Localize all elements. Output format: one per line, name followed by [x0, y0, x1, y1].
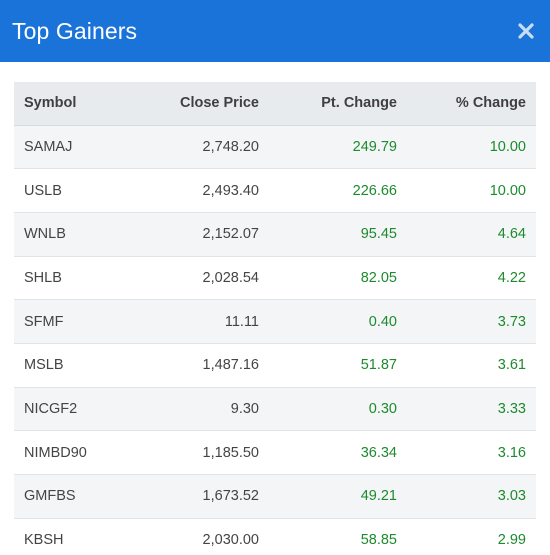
table-row[interactable]: KBSH 2,030.00 58.85 2.99 — [14, 518, 536, 555]
close-price-cell: 1,673.52 — [124, 474, 269, 519]
table-body: SAMAJ 2,748.20 249.79 10.00 USLB 2,493.4… — [14, 125, 536, 555]
pt-change-cell: 36.34 — [269, 430, 407, 475]
pt-change-cell: 58.85 — [269, 518, 407, 555]
modal-title: Top Gainers — [12, 17, 138, 44]
table-row[interactable]: WNLB 2,152.07 95.45 4.64 — [14, 212, 536, 257]
pt-change-cell: 95.45 — [269, 212, 407, 257]
close-price-cell: 2,028.54 — [124, 256, 269, 301]
pct-change-cell: 3.16 — [407, 430, 536, 475]
symbol-cell: SHLB — [14, 256, 124, 301]
pt-change-cell: 0.30 — [269, 387, 407, 432]
column-header-pct-change[interactable]: % Change — [407, 82, 536, 126]
pt-change-cell: 51.87 — [269, 343, 407, 388]
close-price-cell: 2,030.00 — [124, 518, 269, 555]
symbol-cell: KBSH — [14, 518, 124, 555]
pct-change-cell: 2.99 — [407, 518, 536, 555]
pct-change-cell: 3.03 — [407, 474, 536, 519]
modal-body: Symbol Close Price Pt. Change % Change S… — [0, 62, 550, 555]
symbol-cell: NICGF2 — [14, 387, 124, 432]
symbol-cell: NIMBD90 — [14, 430, 124, 475]
pt-change-cell: 226.66 — [269, 168, 407, 213]
pct-change-cell: 4.64 — [407, 212, 536, 257]
symbol-cell: SFMF — [14, 299, 124, 344]
table-row[interactable]: SHLB 2,028.54 82.05 4.22 — [14, 256, 536, 301]
table-row[interactable]: GMFBS 1,673.52 49.21 3.03 — [14, 474, 536, 519]
table-row[interactable]: SFMF 11.11 0.40 3.73 — [14, 299, 536, 344]
close-price-cell: 11.11 — [124, 299, 269, 344]
close-icon — [518, 23, 534, 39]
symbol-cell: WNLB — [14, 212, 124, 257]
close-price-cell: 2,748.20 — [124, 125, 269, 170]
table-row[interactable]: USLB 2,493.40 226.66 10.00 — [14, 168, 536, 213]
column-header-pt-change[interactable]: Pt. Change — [269, 82, 407, 126]
pct-change-cell: 3.33 — [407, 387, 536, 432]
pt-change-cell: 249.79 — [269, 125, 407, 170]
table-header-row: Symbol Close Price Pt. Change % Change — [14, 82, 536, 126]
pct-change-cell: 10.00 — [407, 168, 536, 213]
pt-change-cell: 82.05 — [269, 256, 407, 301]
pct-change-cell: 4.22 — [407, 256, 536, 301]
table-row[interactable]: MSLB 1,487.16 51.87 3.61 — [14, 343, 536, 388]
pct-change-cell: 10.00 — [407, 125, 536, 170]
close-button[interactable] — [514, 19, 538, 43]
modal-header: Top Gainers — [0, 0, 550, 62]
column-header-close-price[interactable]: Close Price — [124, 82, 269, 126]
close-price-cell: 1,185.50 — [124, 430, 269, 475]
table-row[interactable]: SAMAJ 2,748.20 249.79 10.00 — [14, 125, 536, 170]
symbol-cell: MSLB — [14, 343, 124, 388]
symbol-cell: USLB — [14, 168, 124, 213]
table-row[interactable]: NIMBD90 1,185.50 36.34 3.16 — [14, 430, 536, 475]
pct-change-cell: 3.73 — [407, 299, 536, 344]
gainers-table: Symbol Close Price Pt. Change % Change S… — [14, 82, 536, 555]
symbol-cell: GMFBS — [14, 474, 124, 519]
table-row[interactable]: NICGF2 9.30 0.30 3.33 — [14, 387, 536, 432]
pct-change-cell: 3.61 — [407, 343, 536, 388]
symbol-cell: SAMAJ — [14, 125, 124, 170]
close-price-cell: 2,493.40 — [124, 168, 269, 213]
close-price-cell: 1,487.16 — [124, 343, 269, 388]
pt-change-cell: 0.40 — [269, 299, 407, 344]
close-price-cell: 9.30 — [124, 387, 269, 432]
close-price-cell: 2,152.07 — [124, 212, 269, 257]
table-header: Symbol Close Price Pt. Change % Change — [14, 82, 536, 126]
column-header-symbol[interactable]: Symbol — [14, 82, 124, 126]
pt-change-cell: 49.21 — [269, 474, 407, 519]
